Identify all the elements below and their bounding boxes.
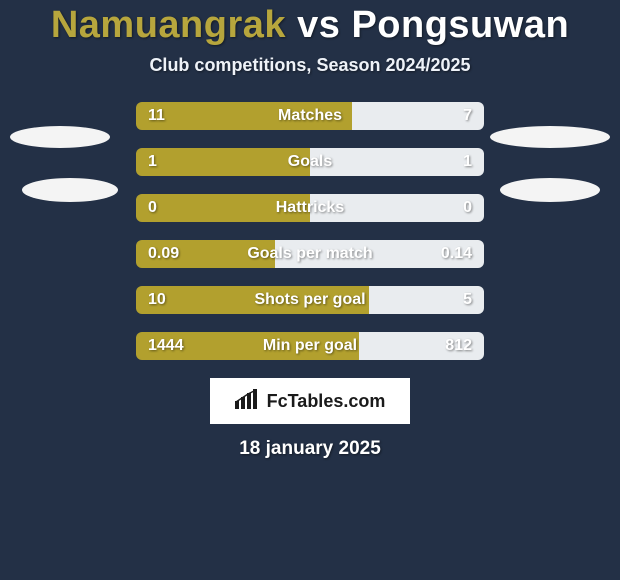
brand-badge: FcTables.com (210, 378, 410, 424)
stat-label: Goals per match (136, 240, 484, 268)
avatar-ellipse (490, 126, 610, 148)
title-vs: vs (297, 4, 340, 46)
stat-row: 00Hattricks (136, 194, 484, 222)
stat-row: 0.090.14Goals per match (136, 240, 484, 268)
title-player-right: Pongsuwan (351, 4, 569, 46)
stat-label: Shots per goal (136, 286, 484, 314)
stat-label: Hattricks (136, 194, 484, 222)
title-player-left: Namuangrak (51, 4, 286, 46)
avatar-ellipse (500, 178, 600, 202)
page-title: Namuangrak vs Pongsuwan (0, 4, 620, 47)
stat-label: Min per goal (136, 332, 484, 360)
date-text: 18 january 2025 (0, 438, 620, 460)
stat-label: Goals (136, 148, 484, 176)
stat-rows: 117Matches 11Goals 00Hattricks 0.090.14Goal… (136, 102, 484, 360)
stat-label: Matches (136, 102, 484, 130)
stat-row: 105Shots per goal (136, 286, 484, 314)
stat-row: 11Goals (136, 148, 484, 176)
comparison-card: Namuangrak vs Pongsuwan Club competition… (0, 0, 620, 580)
avatar-ellipse (10, 126, 110, 148)
stat-row: 117Matches (136, 102, 484, 130)
brand-chart-icon (235, 389, 261, 414)
subtitle: Club competitions, Season 2024/2025 (0, 55, 620, 76)
brand-text: FcTables.com (267, 391, 386, 412)
stat-row: 1444812Min per goal (136, 332, 484, 360)
avatar-ellipse (22, 178, 118, 202)
